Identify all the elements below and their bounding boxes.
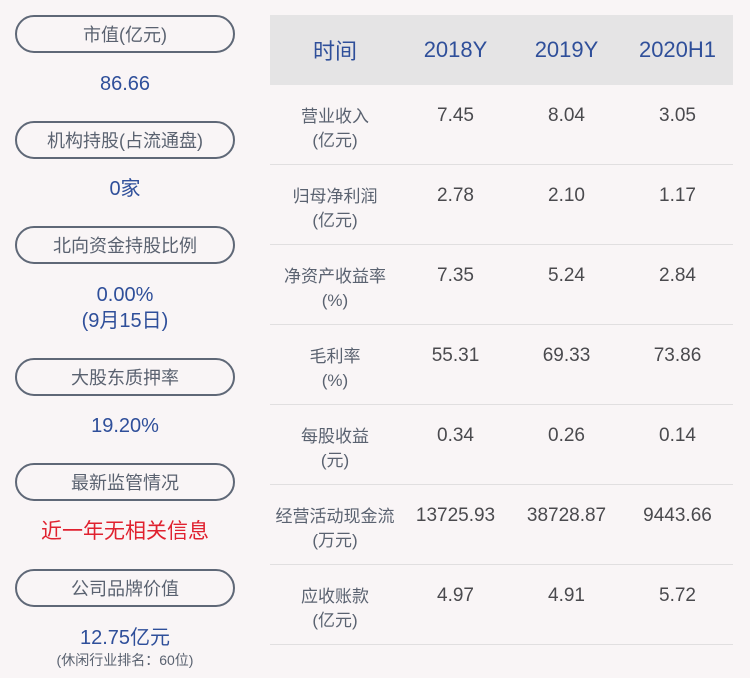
pledge-ratio-value: 19.20%: [91, 415, 159, 437]
row-metric: 应收账款 (亿元): [270, 565, 400, 633]
institution-holding-value: 0家: [109, 178, 141, 200]
value-2020h1: 9443.66: [643, 505, 712, 526]
metric-unit: (亿元): [312, 131, 358, 150]
value-2018y: 7.45: [437, 105, 474, 126]
table-row: 毛利率 (%) 55.31 69.33 73.86: [270, 325, 733, 405]
header-2020h1: 2020H1: [638, 37, 717, 62]
regulation-value: 近一年无相关信息: [41, 520, 209, 543]
northbound-ratio-label: 北向资金持股比例: [15, 226, 235, 264]
row-metric: 营业收入 (亿元): [270, 85, 400, 153]
metric-name: 毛利率: [309, 347, 361, 366]
metric-unit: (亿元): [312, 611, 358, 630]
value-2018y: 55.31: [431, 345, 480, 366]
row-metric: 经营活动现金流 (万元): [270, 485, 400, 553]
institution-holding-label: 机构持股(占流通盘): [15, 121, 235, 159]
value-2018y: 2.78: [437, 185, 474, 206]
value-2019y: 69.33: [542, 345, 591, 366]
metric-name: 每股收益: [301, 427, 369, 446]
value-2019y: 5.24: [548, 265, 585, 286]
header-2018y: 2018Y: [423, 37, 488, 62]
metric-unit: (万元): [312, 531, 358, 550]
table-header: 时间 2018Y 2019Y 2020H1: [270, 15, 733, 85]
row-metric: 毛利率 (%): [270, 325, 400, 393]
metric-unit: (元): [320, 451, 350, 470]
value-2019y: 0.26: [548, 425, 585, 446]
value-2018y: 13725.93: [415, 505, 496, 526]
brand-value-label: 公司品牌价值: [15, 569, 235, 607]
brand-value-value: 12.75亿元: [79, 627, 171, 649]
value-2018y: 0.34: [437, 425, 474, 446]
financial-table: 时间 2018Y 2019Y 2020H1 营业收入 (亿元) 7.45 8.0…: [270, 15, 733, 645]
table-row: 归母净利润 (亿元) 2.78 2.10 1.17: [270, 165, 733, 245]
value-2018y: 7.35: [437, 265, 474, 286]
value-2019y: 2.10: [548, 185, 585, 206]
value-2020h1: 73.86: [653, 345, 702, 366]
metric-name: 营业收入: [301, 107, 369, 126]
table-row: 每股收益 (元) 0.34 0.26 0.14: [270, 405, 733, 485]
header-2019y: 2019Y: [534, 37, 599, 62]
northbound-ratio-block: 0.00% (9月15日): [15, 282, 235, 358]
value-2019y: 4.91: [548, 585, 585, 606]
value-2020h1: 2.84: [659, 265, 696, 286]
metric-unit: (亿元): [312, 211, 358, 230]
metric-name: 应收账款: [301, 587, 369, 606]
row-metric: 净资产收益率 (%): [270, 245, 400, 313]
value-2020h1: 3.05: [659, 105, 696, 126]
table-row: 应收账款 (亿元) 4.97 4.91 5.72: [270, 565, 733, 645]
table-row: 营业收入 (亿元) 7.45 8.04 3.05: [270, 85, 733, 165]
pledge-ratio-label: 大股东质押率: [15, 358, 235, 396]
market-cap-label: 市值(亿元): [15, 15, 235, 53]
metric-name: 经营活动现金流: [275, 507, 395, 526]
brand-value-rank-note: (休闲行业排名：60位): [56, 652, 194, 668]
metric-name: 归母净利润: [292, 187, 378, 206]
regulation-label: 最新监管情况: [15, 463, 235, 501]
table-row: 净资产收益率 (%) 7.35 5.24 2.84: [270, 245, 733, 325]
value-2019y: 8.04: [548, 105, 585, 126]
northbound-ratio-value: 0.00%: [96, 284, 154, 306]
row-metric: 每股收益 (元): [270, 405, 400, 473]
metric-unit: (%): [321, 291, 349, 310]
table-row: 经营活动现金流 (万元) 13725.93 38728.87 9443.66: [270, 485, 733, 565]
left-panel: 市值(亿元) 86.66 机构持股(占流通盘) 0家 北向资金持股比例 0.00…: [15, 15, 235, 669]
value-2018y: 4.97: [437, 585, 474, 606]
value-2020h1: 5.72: [659, 585, 696, 606]
northbound-ratio-date: (9月15日): [81, 310, 169, 332]
value-2019y: 38728.87: [526, 505, 607, 526]
header-period: 时间: [312, 39, 357, 64]
value-2020h1: 1.17: [659, 185, 696, 206]
metric-name: 净资产收益率: [284, 267, 386, 286]
market-cap-value: 86.66: [99, 73, 151, 95]
row-metric: 归母净利润 (亿元): [270, 165, 400, 233]
value-2020h1: 0.14: [659, 425, 696, 446]
metric-unit: (%): [321, 371, 349, 390]
